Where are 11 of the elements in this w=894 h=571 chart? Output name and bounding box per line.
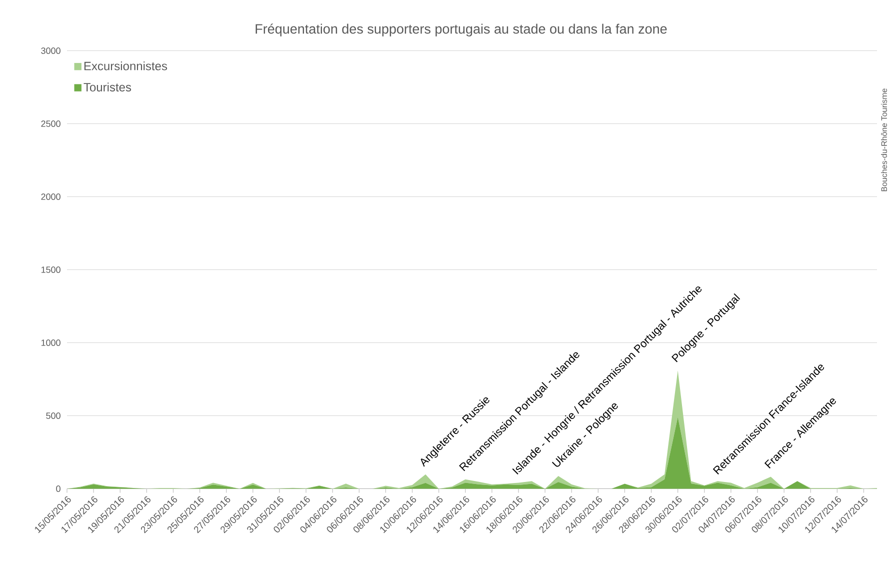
y-tick-label: 3000	[41, 48, 60, 54]
y-tick-label: 1000	[41, 340, 60, 346]
text: Bouches-du-Rhône Tourisme	[881, 88, 887, 192]
y-tick-label: 500	[46, 412, 60, 419]
y-tick-label: 0	[56, 486, 60, 492]
y-tick-label: 1500	[41, 266, 60, 273]
chart-title: Fréquentation des supporters portugais au stade ou dans la fan zone	[256, 24, 667, 36]
legend-label: Touristes	[84, 82, 132, 92]
legend-label: Excursionnistes	[84, 61, 168, 70]
y-tick-label: 2000	[41, 194, 60, 200]
y-tick-label: 2500	[41, 120, 60, 127]
